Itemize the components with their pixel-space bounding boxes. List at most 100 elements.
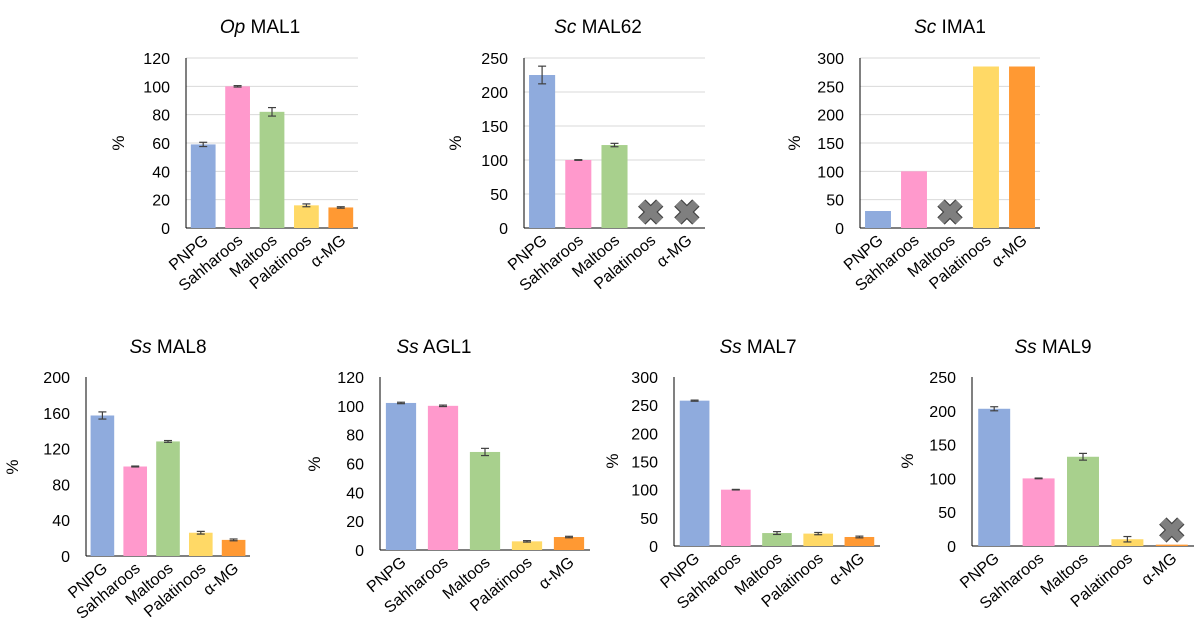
y-tick-label: 100 xyxy=(631,483,658,500)
y-tick-label: 80 xyxy=(52,477,70,494)
y-tick-label: 100 xyxy=(481,153,508,170)
bar-pnpg xyxy=(190,144,216,228)
y-tick-label: 150 xyxy=(481,119,508,136)
y-tick-label: 0 xyxy=(61,549,70,566)
chart-1: Op MAL1%020406080100120PNPGSahharoosMalt… xyxy=(109,17,358,295)
y-tick-label: 0 xyxy=(947,539,956,556)
bar-pnpg xyxy=(90,415,115,556)
error-bar xyxy=(268,106,276,117)
chart-title: Ss MAL7 xyxy=(719,337,796,358)
y-axis-label: % xyxy=(603,453,622,468)
y-tick-label: 40 xyxy=(52,513,70,530)
chart-title-rest: MAL8 xyxy=(152,337,207,358)
y-tick-label: 0 xyxy=(649,539,658,556)
error-bar xyxy=(731,488,740,491)
bar-sahharoos xyxy=(1022,478,1055,546)
y-tick-label: 150 xyxy=(817,136,844,153)
x-category-label: α-MG xyxy=(308,232,350,271)
chart-title-italic: Sc xyxy=(554,17,577,38)
y-tick-label: 100 xyxy=(143,79,170,96)
bar-sahharoos xyxy=(565,160,592,228)
bar-pnpg xyxy=(529,75,556,228)
error-bar xyxy=(610,142,619,148)
error-bar xyxy=(1123,535,1132,543)
y-tick-label: 0 xyxy=(161,221,170,238)
bar-pnpg xyxy=(865,211,891,228)
y-tick-label: 80 xyxy=(346,428,364,445)
bar-pnpg xyxy=(679,400,710,546)
y-tick-label: 250 xyxy=(481,51,508,68)
chart-title-italic: Op xyxy=(220,17,245,38)
y-tick-label: 200 xyxy=(631,426,658,443)
error-bar xyxy=(229,538,238,542)
error-bar xyxy=(690,399,699,402)
chart-title: Sc MAL62 xyxy=(554,17,642,38)
chart-title: Sc IMA1 xyxy=(914,17,986,38)
x-cross-icon xyxy=(1159,517,1185,543)
bar-palatinoos xyxy=(973,66,999,228)
y-axis-label: % xyxy=(3,459,22,474)
bar-palatinoos xyxy=(803,533,834,546)
error-bar xyxy=(302,203,311,208)
y-tick-label: 120 xyxy=(337,370,364,387)
y-axis-label: % xyxy=(898,453,917,468)
error-bar xyxy=(523,540,531,543)
chart-title-rest: IMA1 xyxy=(936,17,986,38)
error-bar xyxy=(538,65,547,85)
chart-5: Ss AGL1%020406080100120PNPGSahharoosMalt… xyxy=(305,337,590,617)
bar-sahharoos xyxy=(225,86,250,228)
error-bar xyxy=(164,439,172,443)
bar-mg xyxy=(1009,66,1035,228)
y-tick-label: 200 xyxy=(43,370,70,387)
y-tick-label: 20 xyxy=(346,514,364,531)
x-cross-icon xyxy=(674,199,700,225)
y-tick-label: 300 xyxy=(817,51,844,68)
error-bar xyxy=(855,535,864,539)
chart-title-rest: MAL7 xyxy=(742,337,797,358)
bar-mg xyxy=(844,536,875,546)
chart-title-italic: Ss xyxy=(719,337,742,358)
chart-title-italic: Ss xyxy=(129,337,152,358)
y-tick-label: 0 xyxy=(355,543,364,560)
y-tick-label: 40 xyxy=(346,485,364,502)
error-bar xyxy=(565,535,573,539)
chart-title-rest: MAL1 xyxy=(245,17,300,38)
error-bar xyxy=(131,465,140,468)
y-tick-label: 120 xyxy=(143,51,170,68)
chart-7: Ss MAL9%050100150200250PNPGSahharoosMalt… xyxy=(898,337,1194,613)
chart-title-italic: Sc xyxy=(914,17,937,38)
chart-title-italic: Ss xyxy=(1014,337,1037,358)
bar-mg xyxy=(1155,544,1188,546)
bar-palatinoos xyxy=(511,541,543,550)
error-bar xyxy=(990,406,999,412)
bar-sahharoos xyxy=(123,466,148,556)
y-tick-label: 150 xyxy=(631,455,658,472)
bar-maltoos xyxy=(469,451,501,550)
y-tick-label: 250 xyxy=(929,370,956,387)
y-tick-label: 20 xyxy=(152,193,170,210)
bar-maltoos xyxy=(1067,456,1099,546)
y-tick-label: 100 xyxy=(337,399,364,416)
bar-palatinoos xyxy=(1111,539,1144,546)
x-cross-icon xyxy=(638,199,664,225)
bar-maltoos xyxy=(601,145,628,228)
error-bar xyxy=(397,401,405,405)
bar-maltoos xyxy=(762,533,792,546)
y-tick-label: 200 xyxy=(481,85,508,102)
y-tick-label: 80 xyxy=(152,108,170,125)
chart-3: Sc IMA1%050100150200250300PNPGSahharoosM… xyxy=(785,17,1040,295)
error-bar xyxy=(773,531,781,536)
bar-sahharoos xyxy=(720,489,751,546)
y-tick-label: 150 xyxy=(929,438,956,455)
x-category-label: α-MG xyxy=(654,232,696,271)
y-tick-label: 50 xyxy=(826,193,844,210)
error-bar xyxy=(481,447,489,457)
bar-sahharoos xyxy=(901,171,927,228)
x-category-label: α-MG xyxy=(536,554,578,593)
y-axis-label: % xyxy=(785,135,804,150)
chart-2: Sc MAL62%050100150200250PNPGSahharoosMal… xyxy=(446,17,705,295)
bar-maltoos xyxy=(259,111,285,228)
x-category-label: α-MG xyxy=(989,232,1031,271)
error-bar xyxy=(1079,452,1087,461)
